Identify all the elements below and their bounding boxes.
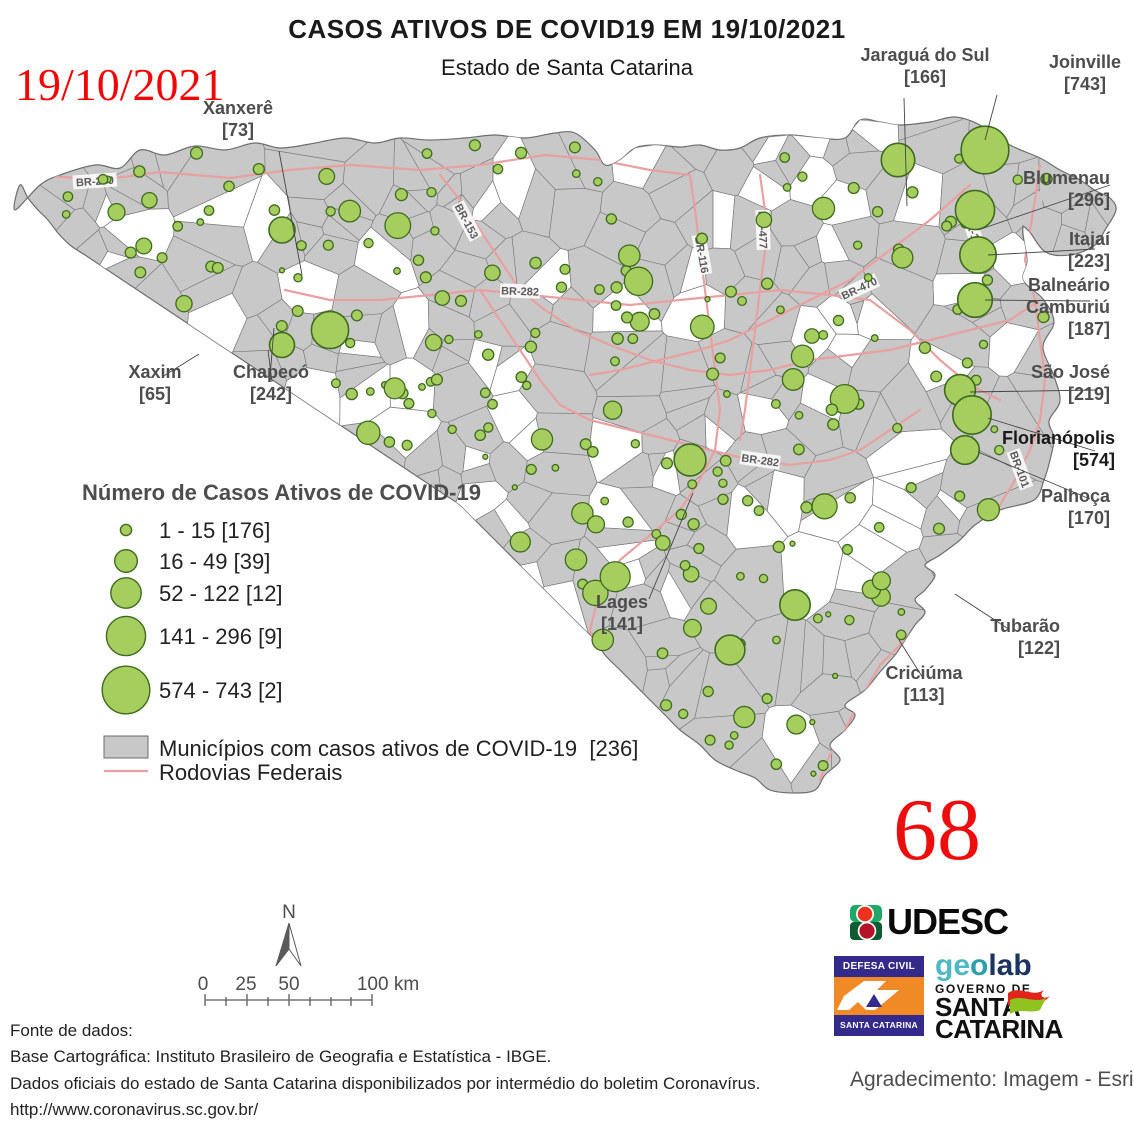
svg-text:BR-282: BR-282	[501, 285, 539, 298]
